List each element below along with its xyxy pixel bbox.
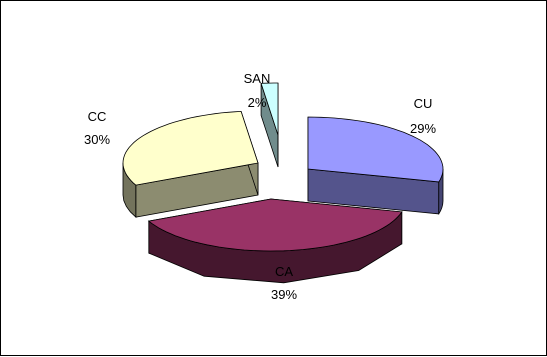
slice-san (260, 82, 279, 168)
label-ca-name: CA (275, 264, 293, 279)
data-label-san: SAN 2% (244, 71, 271, 110)
slice-cu (307, 116, 444, 215)
data-label-cc: CC 30% (84, 109, 110, 147)
pie-slices (122, 82, 444, 284)
slice-cc-top (122, 110, 259, 186)
slice-cc (122, 110, 259, 219)
label-ca-percent: 39% (271, 287, 297, 302)
slice-san-top (260, 82, 279, 136)
slice-ca-top (147, 198, 403, 252)
label-cc-name: CC (88, 109, 107, 124)
label-cu-name: CU (414, 96, 433, 111)
label-san-name: SAN (244, 71, 271, 86)
label-cu-percent: 29% (410, 121, 436, 136)
data-label-ca: CA 39% (271, 264, 297, 302)
slice-cu-top (307, 116, 444, 183)
slice-ca (147, 198, 403, 284)
label-san-percent: 2% (248, 95, 267, 110)
data-label-cu: CU 29% (410, 96, 436, 136)
label-cc-percent: 30% (84, 132, 110, 147)
